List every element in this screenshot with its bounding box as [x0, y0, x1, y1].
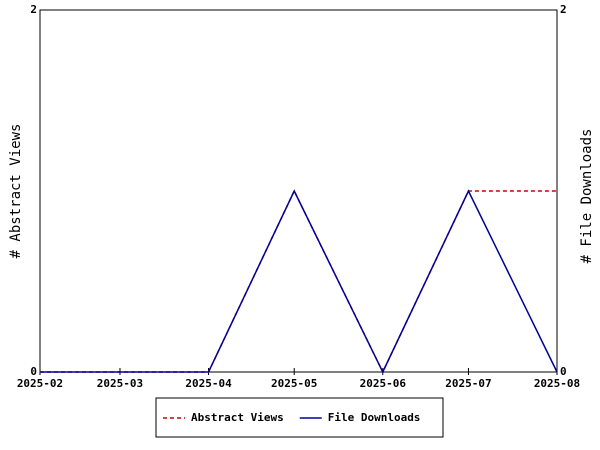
x-tick-label: 2025-04 — [185, 377, 232, 390]
legend-label: Abstract Views — [191, 411, 284, 424]
x-tick-label: 2025-02 — [17, 377, 63, 390]
x-tick-label: 2025-03 — [97, 377, 143, 390]
series-line — [40, 189, 558, 374]
y-tick-label: 2 — [30, 3, 37, 16]
y-tick-label: 0 — [30, 365, 37, 378]
y2-tick-label: 2 — [560, 3, 567, 16]
legend-label: File Downloads — [328, 411, 421, 424]
plot-frame — [39, 9, 558, 373]
y2-tick-label: 0 — [560, 365, 567, 378]
y-axis-title: # Abstract Views — [8, 124, 24, 259]
y2-axis-title: # File Downloads — [579, 129, 595, 264]
x-tick-label: 2025-08 — [534, 377, 580, 390]
x-tick-label: 2025-06 — [360, 377, 407, 390]
legend — [155, 397, 444, 438]
x-tick-label: 2025-07 — [445, 377, 491, 390]
x-tick-label: 2025-05 — [271, 377, 317, 390]
